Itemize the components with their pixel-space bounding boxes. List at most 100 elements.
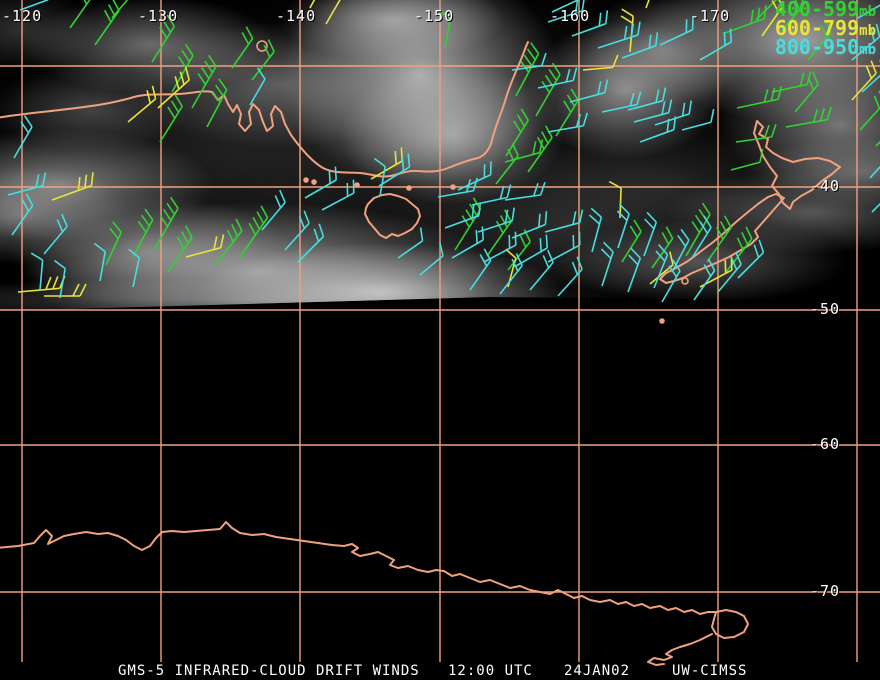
wind-barb [693, 258, 716, 301]
wind-barb [457, 161, 492, 191]
wind-barb [780, 0, 805, 33]
wind-barb [547, 0, 586, 23]
wind-barb [128, 248, 141, 288]
wind-barb [601, 91, 642, 113]
wind-barb [736, 86, 783, 109]
island-dot [406, 185, 412, 191]
wind-barb [94, 0, 120, 46]
legend-row: 400-599mb [774, 0, 876, 21]
island-dot [256, 40, 268, 52]
wind-barb [51, 172, 94, 201]
wind-barb [111, 0, 136, 19]
wind-barb [7, 172, 47, 196]
wind-barb [794, 71, 819, 113]
wind-barb [477, 207, 516, 233]
wind-barb [437, 177, 479, 198]
wind-barb [649, 251, 674, 285]
wind-barb [30, 252, 44, 291]
wind-barb [19, 0, 49, 11]
wind-barb [325, 0, 345, 25]
wind-barb [691, 215, 712, 259]
island-dot [681, 277, 689, 285]
wind-barb [699, 28, 732, 61]
wind-barb [735, 124, 777, 143]
coastline-new-zealand-south-island [659, 193, 785, 284]
wind-barb [807, 19, 832, 61]
wind-barb [771, 71, 812, 93]
wind-barb [717, 251, 742, 293]
coastline-tasmania [364, 193, 421, 239]
wind-barb [261, 189, 286, 231]
wind-barb [537, 67, 578, 89]
wind-barb [861, 59, 880, 93]
wind-barb [654, 100, 693, 126]
wind-barb [706, 215, 732, 263]
latitude-label: -60 [810, 435, 841, 453]
legend-range: 400-599 [774, 0, 860, 21]
caption-title: GMS-5 INFRARED-CLOUD DRIFT WINDS [118, 663, 420, 679]
wind-barb [419, 242, 444, 276]
wind-barb [547, 231, 581, 263]
wind-barb [504, 139, 544, 163]
wind-barb [511, 52, 547, 71]
wind-barb [167, 225, 193, 273]
wind-barb [544, 209, 584, 233]
coastline-antarctica-coast-tail [647, 633, 713, 666]
wind-barb [785, 106, 832, 128]
latitude-label: -40 [810, 177, 841, 195]
wind-barb [451, 226, 484, 259]
longitude-label: -160 [550, 7, 591, 25]
wind-barb [469, 248, 492, 291]
latitude-label: -50 [810, 300, 841, 318]
wind-barb [597, 21, 641, 49]
wind-barb [859, 90, 880, 131]
wind-barb [105, 221, 122, 266]
wind-barb [153, 196, 179, 251]
wind-barb [569, 79, 609, 103]
legend-unit: mb [859, 4, 876, 20]
grid-lines [0, 0, 880, 662]
wind-barb [157, 66, 190, 109]
latitude-label: -70 [810, 582, 841, 600]
wind-barb [297, 223, 325, 263]
legend-range: 800-950 [774, 35, 860, 59]
wind-barb [444, 202, 482, 229]
wind-barb [527, 125, 553, 173]
wind-barb [185, 234, 225, 258]
wind-barb [397, 227, 424, 259]
wind-barb [571, 10, 609, 37]
wind-barb [69, 0, 92, 29]
wind-barb [132, 208, 154, 258]
wind-barb [588, 207, 603, 253]
wind-barb [471, 184, 512, 206]
longitude-label: -140 [276, 7, 317, 25]
wind-barb [515, 42, 540, 97]
wind-barb [304, 166, 337, 199]
coastlines [0, 40, 841, 666]
wind-barb [159, 94, 183, 143]
longitude-label: -130 [138, 7, 179, 25]
wind-barb [499, 253, 523, 295]
coastline-new-zealand-north-island [753, 120, 841, 210]
island-dot [311, 179, 317, 185]
wind-barb [871, 185, 880, 213]
wind-barb [857, 0, 880, 19]
wind-barb [511, 211, 548, 239]
legend-range: 600-799 [774, 16, 860, 40]
wind-barb [551, 0, 585, 13]
wind-barb [869, 150, 880, 179]
wind-barb [557, 256, 583, 297]
longitude-label: -120 [2, 7, 43, 25]
wind-barb [621, 219, 642, 263]
wind-barb [621, 32, 659, 59]
caption-bar: GMS-5 INFRARED-CLOUD DRIFT WINDS 12:00 U… [0, 662, 880, 680]
wind-barb [438, 9, 451, 49]
longitude-label: -150 [414, 7, 455, 25]
island-dot [354, 182, 360, 188]
wind-barb [761, 0, 784, 37]
wind-barb [661, 259, 681, 303]
wind-barb [309, 0, 328, 9]
wind-barb [659, 16, 694, 46]
wind-barb [529, 249, 554, 291]
